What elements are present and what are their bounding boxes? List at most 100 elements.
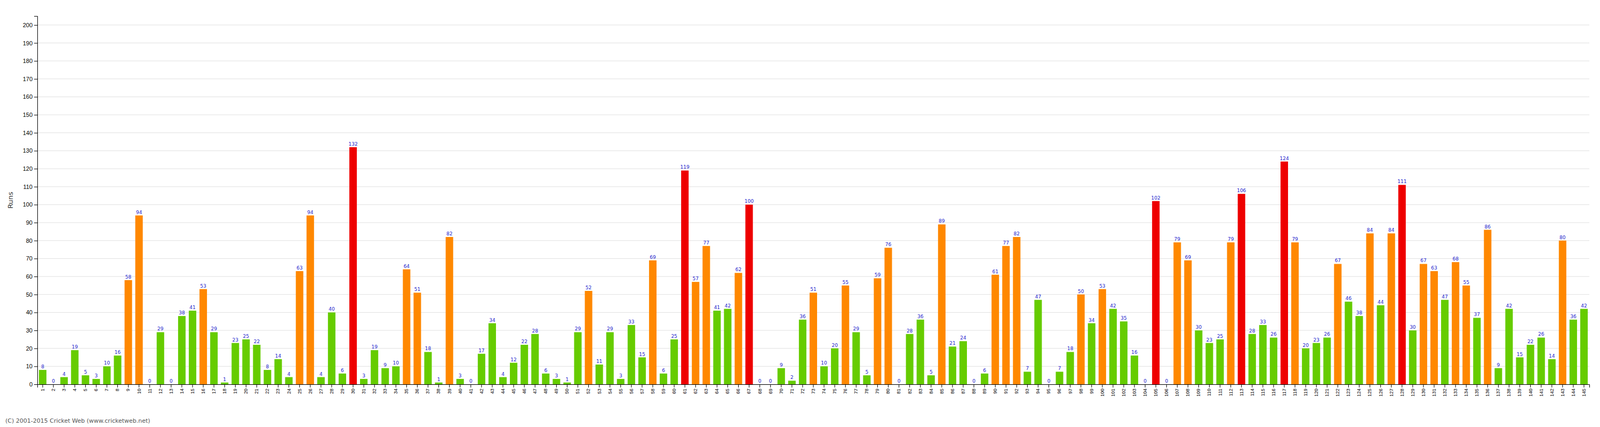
bar — [820, 365, 828, 384]
x-tick: 49 — [553, 384, 559, 394]
x-tick: 53 — [596, 384, 603, 394]
bar — [1344, 301, 1352, 384]
bar — [1173, 242, 1181, 384]
x-tick: 27 — [318, 384, 324, 394]
x-tick-mark — [1145, 384, 1146, 388]
x-tick: 39 — [446, 384, 453, 394]
x-tick-label: 61 — [682, 388, 688, 394]
x-tick-mark — [641, 384, 643, 388]
x-tick-label: 28 — [329, 388, 335, 394]
x-tick-mark — [566, 384, 568, 388]
x-tick: 19 — [232, 384, 238, 394]
x-tick: 137 — [1495, 384, 1501, 397]
footer: (C) 2001-2015 Cricket Web (www.cricketwe… — [5, 417, 151, 424]
x-tick-label: 17 — [211, 388, 217, 394]
x-tick-mark — [277, 384, 279, 388]
x-tick: 94 — [1035, 384, 1041, 394]
x-tick: 141 — [1538, 384, 1544, 397]
bar — [435, 382, 443, 384]
x-tick: 48 — [542, 384, 549, 394]
bar — [970, 384, 978, 385]
data-label: 30 — [1409, 324, 1416, 330]
x-tick-label: 131 — [1431, 388, 1437, 397]
y-tick-label: 20 — [26, 345, 33, 352]
data-label: 34 — [489, 317, 496, 323]
bar — [595, 364, 604, 384]
x-tick-label: 18 — [221, 388, 228, 394]
chart: 8041953101658940290384153291232522814463… — [0, 0, 1600, 427]
y-tick-label: 200 — [22, 21, 33, 29]
x-tick: 83 — [917, 384, 924, 394]
data-label: 44 — [1377, 299, 1384, 305]
x-tick-label: 52 — [585, 388, 591, 394]
bar — [413, 292, 421, 384]
x-tick-mark — [1219, 384, 1221, 388]
bar — [520, 344, 528, 384]
bar — [1409, 330, 1417, 384]
x-tick-label: 36 — [414, 388, 420, 394]
x-tick-label: 110 — [1206, 388, 1212, 396]
x-tick: 61 — [682, 384, 688, 394]
x-tick-label: 16 — [200, 388, 206, 394]
data-label: 40 — [328, 306, 335, 312]
x-tick: 71 — [789, 384, 795, 394]
x-tick-mark — [1466, 384, 1467, 388]
x-tick-label: 141 — [1538, 388, 1544, 397]
x-tick-mark — [449, 384, 450, 388]
x-tick: 15 — [189, 384, 196, 394]
bar — [349, 147, 357, 384]
x-tick: 25 — [297, 384, 303, 394]
x-tick-label: 84 — [928, 388, 934, 394]
x-tick-mark — [620, 384, 621, 388]
x-tick: 120 — [1313, 384, 1319, 397]
data-label: 42 — [1506, 302, 1512, 309]
y-tick-label: 80 — [26, 237, 33, 244]
bar — [1023, 371, 1031, 384]
x-tick-mark — [973, 384, 975, 388]
y-tick-mark — [34, 150, 38, 151]
data-label: 25 — [670, 333, 677, 339]
x-tick: 122 — [1334, 384, 1341, 397]
bar — [959, 340, 967, 384]
x-tick-label: 82 — [907, 388, 913, 394]
y-tick-mark — [34, 204, 38, 205]
y-tick-mark — [34, 25, 38, 26]
bar — [1205, 342, 1214, 384]
grid — [37, 25, 1590, 384]
x-tick-label: 78 — [864, 388, 870, 394]
x-tick: 32 — [371, 384, 378, 394]
x-tick-mark — [1037, 384, 1039, 388]
x-tick: 127 — [1388, 384, 1395, 397]
x-tick-label: 129 — [1410, 388, 1416, 397]
x-tick-label: 101 — [1110, 388, 1116, 397]
data-label: 82 — [1013, 230, 1020, 237]
data-label: 9 — [383, 362, 387, 368]
data-label: 41 — [189, 304, 196, 310]
bar — [328, 312, 336, 384]
bar — [691, 281, 700, 384]
bar — [1280, 161, 1288, 384]
x-tick-label: 109 — [1195, 388, 1202, 397]
bar — [991, 274, 999, 384]
x-tick: 68 — [757, 384, 763, 394]
x-tick: 126 — [1378, 384, 1384, 397]
x-tick-mark — [588, 384, 589, 388]
grid-line — [37, 168, 1590, 170]
y-tick-mark — [34, 186, 38, 188]
bars — [38, 147, 1588, 384]
x-tick-label: 123 — [1345, 388, 1351, 397]
bar — [670, 339, 678, 384]
x-tick-label: 75 — [832, 388, 838, 394]
x-tick-mark — [1080, 384, 1082, 388]
bar — [702, 245, 710, 384]
x-tick-label: 11 — [147, 388, 153, 394]
x-tick-label: 104 — [1142, 388, 1148, 397]
x-tick-label: 93 — [1024, 388, 1030, 394]
y-tick-label: 180 — [22, 57, 33, 64]
x-tick-mark — [1551, 384, 1552, 388]
x-tick-mark — [1091, 384, 1092, 388]
x-tick: 112 — [1228, 384, 1234, 396]
data-label: 46 — [1345, 295, 1352, 301]
data-label: 8 — [266, 363, 270, 370]
x-tick-mark — [385, 384, 386, 388]
